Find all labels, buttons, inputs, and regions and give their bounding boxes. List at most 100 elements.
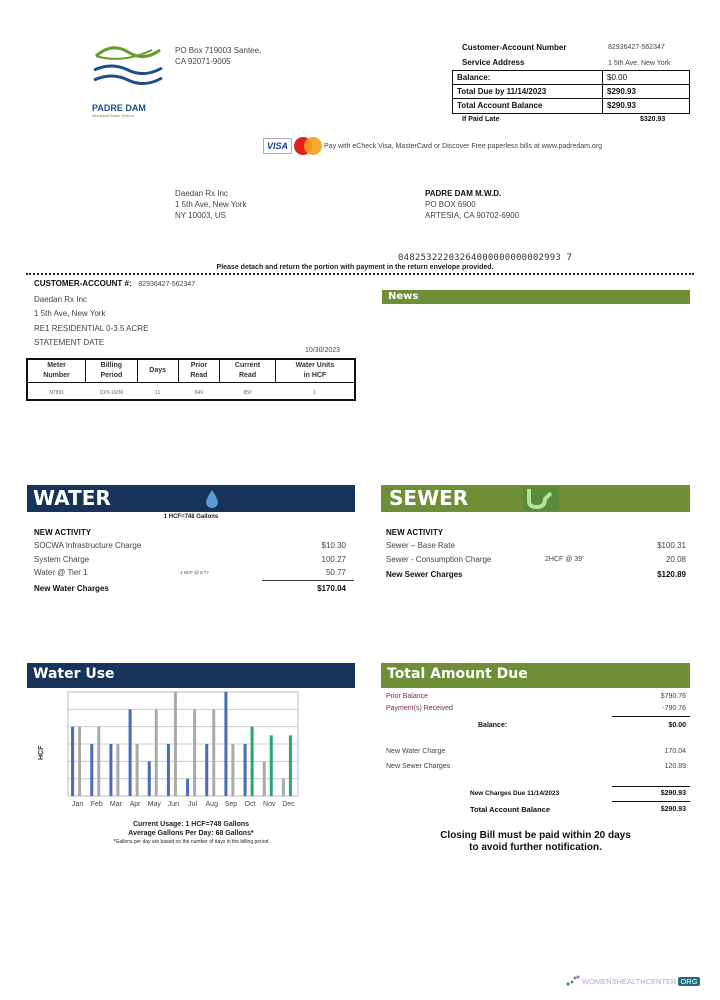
customer-address-line: NY 10003, US — [175, 211, 226, 220]
x-tick-label: Oct — [245, 801, 256, 808]
meter-table-cell: 1 — [313, 390, 317, 396]
payee-address-line: PO BOX 6900 — [425, 200, 476, 209]
chart-caption-usage: Current Usage: 1 HCF=748 Gallons — [132, 821, 250, 828]
watermark: WOMENSHEALTHCENTER ORG — [566, 975, 700, 987]
closing-note-line1: Closing Bill must be paid within 20 days — [440, 830, 631, 841]
sewer-line-item-value: $100.31 — [657, 541, 686, 550]
chart-caption-average: Average Gallons Per Day: 68 Gallons* — [128, 830, 254, 837]
sender-address-line2: CA 92071-9005 — [175, 57, 231, 66]
sewer-section-title: NEW ACTIVITY — [386, 528, 444, 537]
news-header: News — [382, 290, 690, 304]
account-name: Daedan Rx Inc — [34, 294, 87, 304]
summary-total-due: Total Due by 11/14/2023 $290.93 — [453, 85, 689, 99]
new-charges-label: New Charges Due 11/14/2023 — [470, 790, 560, 797]
payee-address-line: ARTESIA, CA 90702-6900 — [425, 211, 520, 220]
bar-dec — [281, 778, 285, 796]
bar-may — [147, 761, 151, 796]
water-total: $170.04 — [317, 584, 346, 593]
meter-table-header: Meter Number — [26, 358, 87, 383]
account-label: CUSTOMER-ACCOUNT #: — [34, 279, 132, 288]
payments-label: Payment(s) Received — [386, 705, 453, 712]
service-address: 1 5th Ave, New York — [608, 60, 671, 67]
meter-table-header: Billing Period — [85, 358, 138, 383]
water-total-divider — [262, 580, 354, 581]
padre-dam-logo: PADRE DAM Municipal Water District — [92, 42, 164, 122]
x-tick-label: Jul — [188, 801, 197, 808]
if-paid-late-value: $320.93 — [640, 116, 666, 123]
chart-footnote: *Gallons per day are based on the number… — [113, 839, 269, 845]
x-tick-label: Jan — [72, 801, 83, 808]
water-line-item-label: SOCWA Infrastructure Charge — [34, 541, 142, 550]
bar-jun — [173, 692, 177, 796]
visa-icon: VISA — [263, 138, 293, 154]
customer-name: Daedan Rx Inc — [175, 189, 228, 198]
sewer-line-item-note: 2HCF @ 39' — [545, 555, 584, 563]
water-use-chart: Jan Feb Mar Apr May Jun Jul Aug Sep Oct Nov Dec — [67, 691, 299, 808]
bar-may — [154, 709, 158, 796]
x-tick-label: Feb — [91, 801, 103, 808]
bar-sep — [224, 692, 228, 796]
summary-account-balance: Total Account Balance $290.93 — [453, 99, 689, 113]
meter-table-header: Current Read — [219, 358, 276, 383]
meter-table-header: Water Units in HCF — [274, 358, 356, 383]
bar-dec — [288, 735, 292, 796]
sewer-line-item-label: Sewer – Base Rate — [386, 541, 455, 550]
total-balance: $290.93 — [660, 806, 686, 813]
bar-aug — [212, 709, 216, 796]
rate-class: RE1 RESIDENTIAL 0-3.5 ACRE — [34, 323, 149, 333]
bar-jul — [186, 778, 190, 796]
x-tick-label: Mar — [110, 801, 123, 808]
bar-aug — [205, 744, 209, 796]
water-line-item-label: System Charge — [34, 554, 90, 564]
mastercard-icon — [294, 137, 323, 155]
bar-feb — [90, 744, 94, 796]
sewer-header: SEWER — [381, 485, 690, 512]
closing-note-line2: to avoid further notification. — [469, 842, 602, 853]
bar-jan — [71, 726, 75, 796]
statement-date: 10/30/2023 — [305, 347, 341, 354]
meter-table-cell: 11 — [155, 390, 161, 396]
water-line-item-value: 100.27 — [321, 554, 346, 564]
water-line-item-value: 50.77 — [325, 568, 346, 577]
water-use-header: Water Use — [27, 663, 355, 688]
detach-line — [26, 273, 694, 275]
bar-nov — [262, 761, 266, 796]
water-header: WATER — [27, 485, 355, 512]
meter-table-header: Days — [136, 358, 179, 383]
balance-label: Balance: — [478, 722, 508, 729]
balance: $0.00 — [668, 722, 686, 729]
water-line-item-label: Water @ Tier 1 — [34, 568, 88, 577]
bar-jul — [193, 709, 197, 796]
customer-address-line: 1 5th Ave, New York — [175, 200, 247, 209]
account-number-detail: 82936427-562347 — [138, 281, 196, 288]
divider — [612, 786, 690, 787]
meter-table-cell: 849 — [194, 390, 204, 396]
watermark-dots-icon — [566, 975, 580, 986]
divider — [612, 801, 690, 802]
meter-table-cell: 10/3-10/30 — [99, 390, 124, 396]
payee-name: PADRE DAM M.W.D. — [425, 189, 502, 198]
bar-mar — [109, 744, 113, 796]
x-tick-label: Sep — [225, 801, 238, 808]
payments: -790.76 — [662, 705, 686, 712]
scan-line: 04825322203264000000000002993 7 — [398, 253, 573, 263]
sender-address-line1: PO Box 719003 Santee, — [175, 46, 262, 55]
x-tick-label: May — [148, 801, 162, 808]
new-charges: $290.93 — [660, 790, 686, 797]
new-water-label: New Water Charge — [386, 748, 446, 755]
sewer-total: $120.89 — [657, 570, 686, 579]
sewer-total-label: New Sewer Charges — [386, 570, 463, 579]
new-sewer: 120.89 — [664, 763, 686, 770]
x-tick-label: Nov — [263, 801, 276, 808]
x-tick-label: Dec — [282, 801, 295, 808]
bar-oct — [250, 726, 254, 796]
payment-note: Pay with eCheck Visa, MasterCard or Disc… — [324, 142, 603, 150]
water-section-title: NEW ACTIVITY — [34, 528, 92, 537]
sewer-line-item-value: 20.08 — [665, 554, 686, 564]
sewer-line-item-label: Sewer - Consumption Charge — [386, 554, 492, 564]
meter-table: Meter Number Billing Period Days Prior Read Cur… — [26, 358, 356, 401]
x-tick-label: Aug — [206, 801, 219, 808]
bar-apr — [135, 744, 139, 796]
new-sewer-label: New Sewer Charges — [386, 763, 451, 770]
bar-nov — [269, 735, 273, 796]
